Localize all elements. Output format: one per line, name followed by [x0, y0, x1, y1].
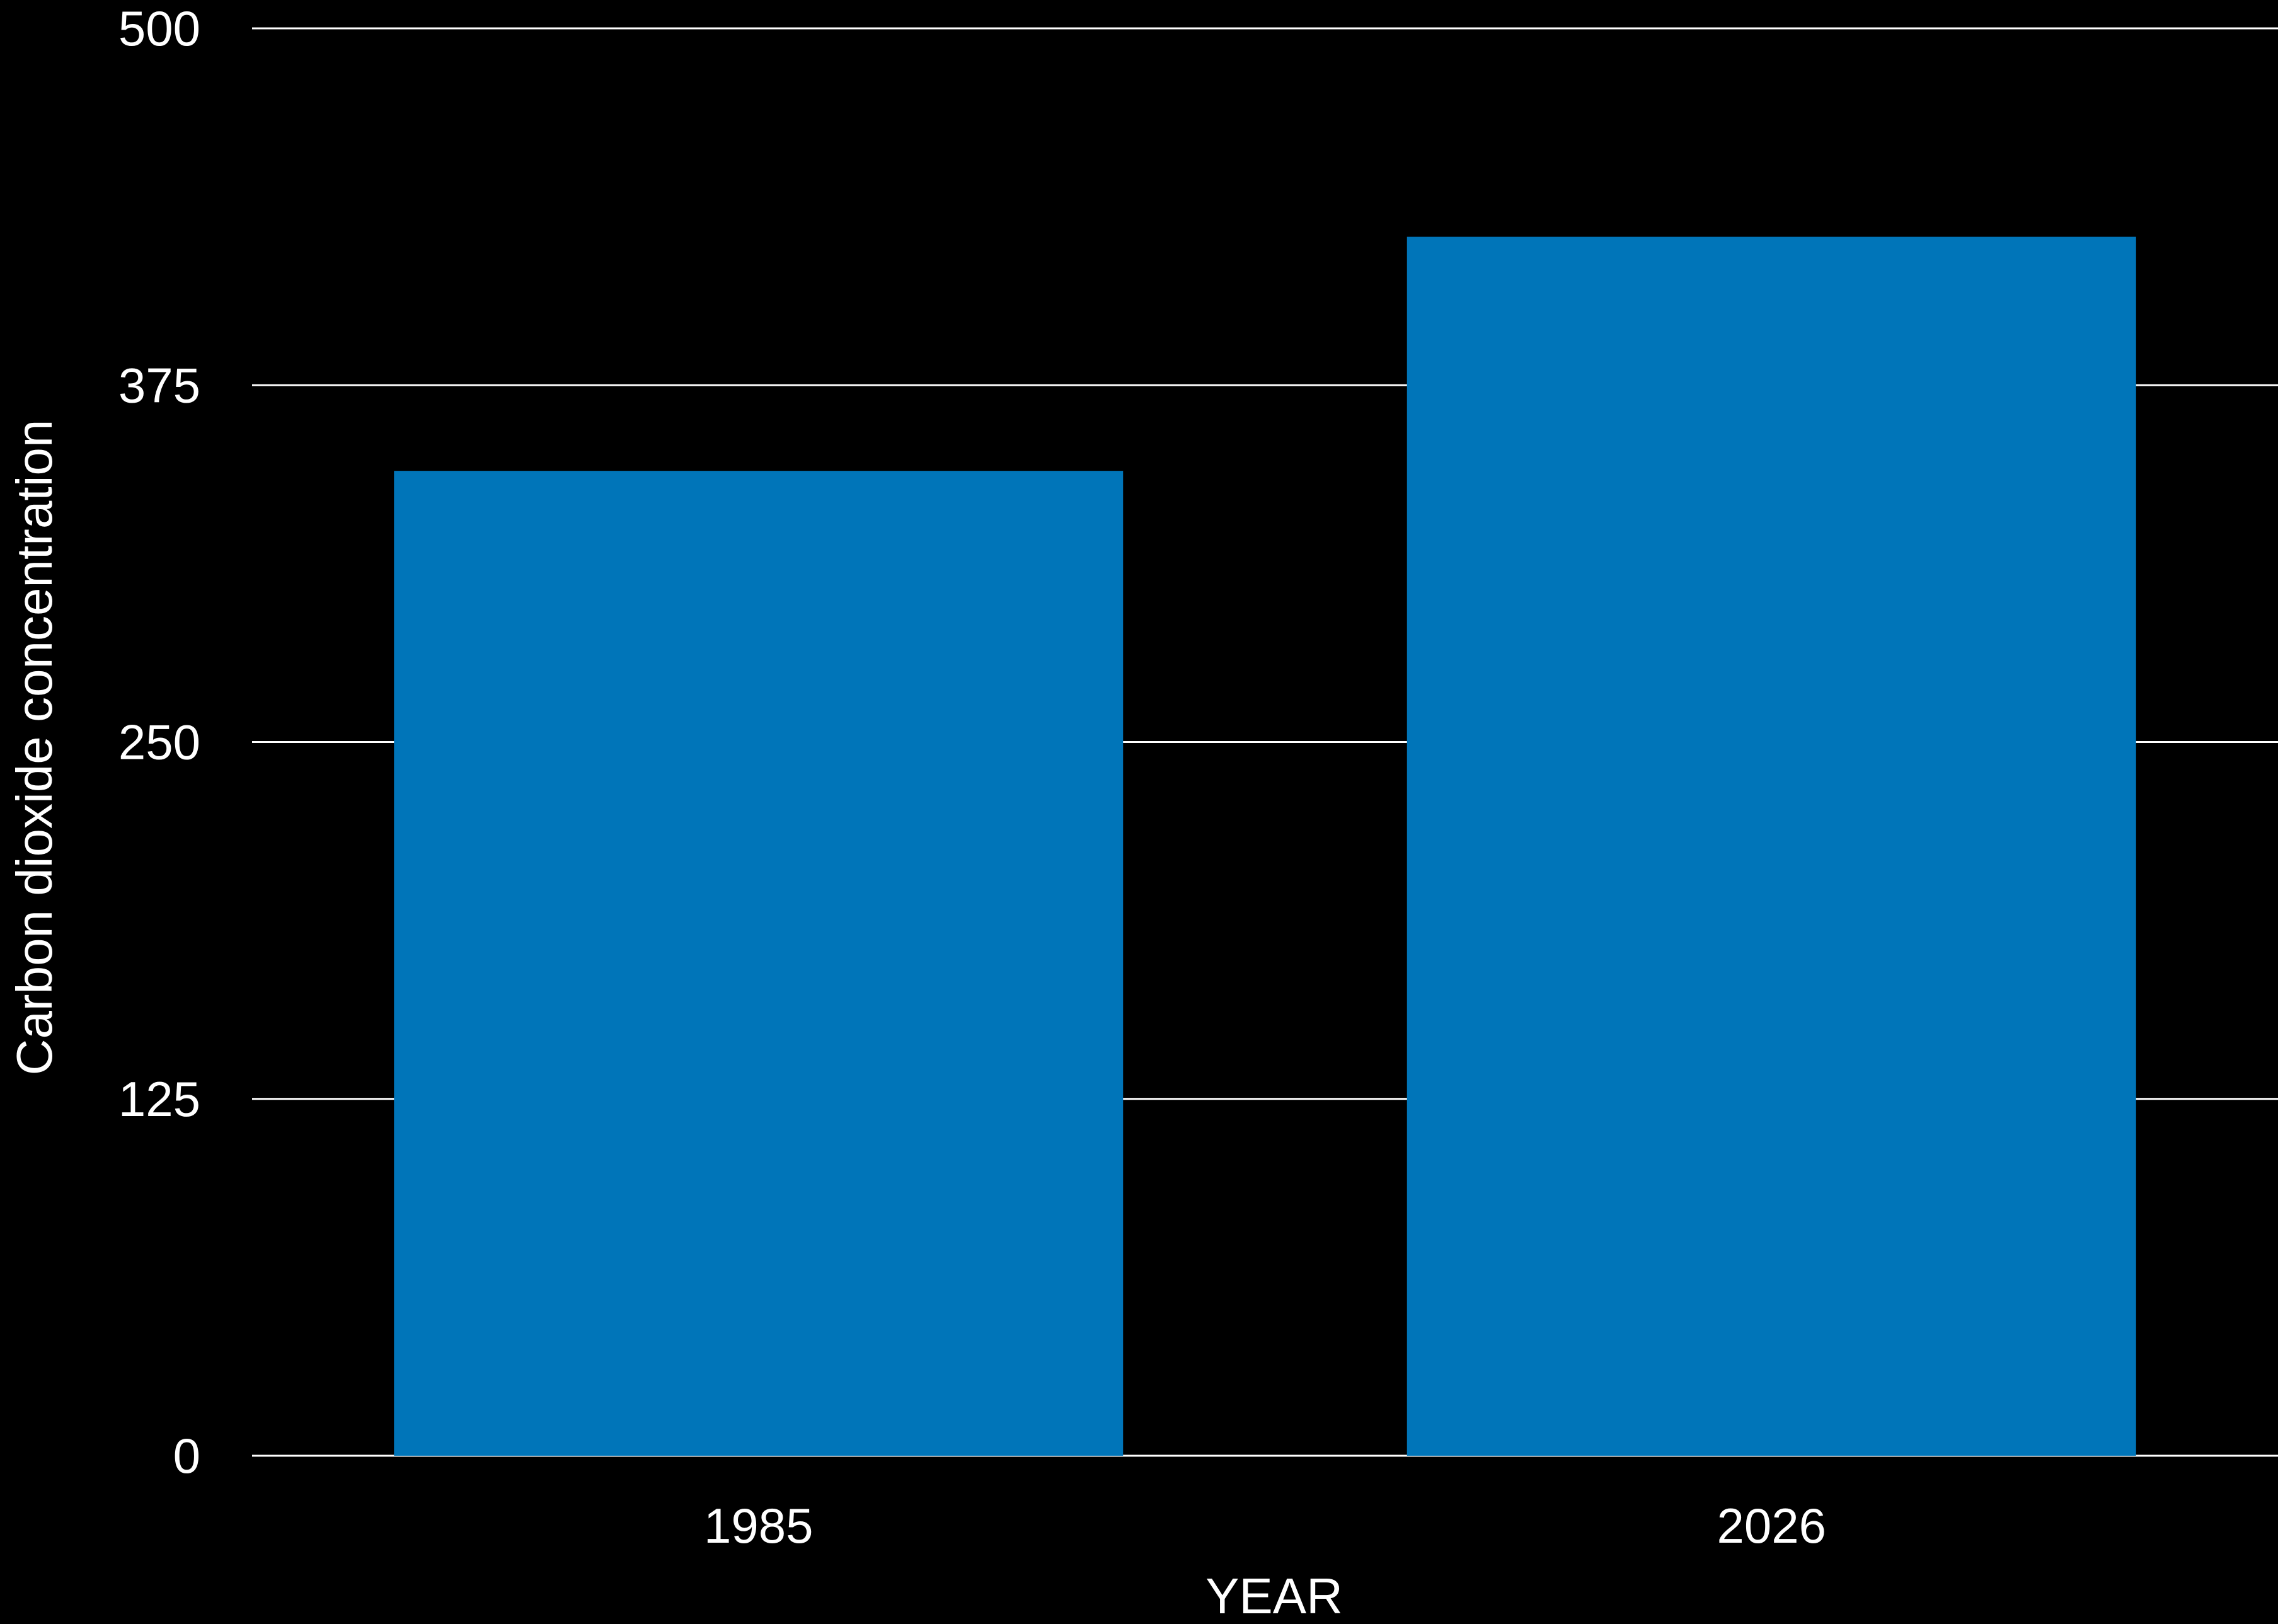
x-axis-ticks: 1985 2026	[704, 1498, 1826, 1553]
bar-1985	[394, 471, 1124, 1456]
y-axis-ticks: 0 125 250 375 500	[118, 1, 200, 1483]
bar-2026	[1406, 236, 2136, 1456]
y-axis-title: Carbon dioxide concentration	[6, 420, 62, 1076]
x-tick-label: 1985	[704, 1498, 814, 1553]
y-tick-label: 0	[173, 1428, 200, 1483]
y-tick-label: 250	[118, 715, 200, 770]
y-tick-label: 125	[118, 1071, 200, 1127]
x-tick-label: 2026	[1717, 1498, 1826, 1553]
x-axis-title: YEAR	[1205, 1568, 1343, 1621]
bars	[394, 236, 2136, 1456]
y-tick-label: 375	[118, 357, 200, 413]
y-tick-label: 500	[118, 1, 200, 56]
